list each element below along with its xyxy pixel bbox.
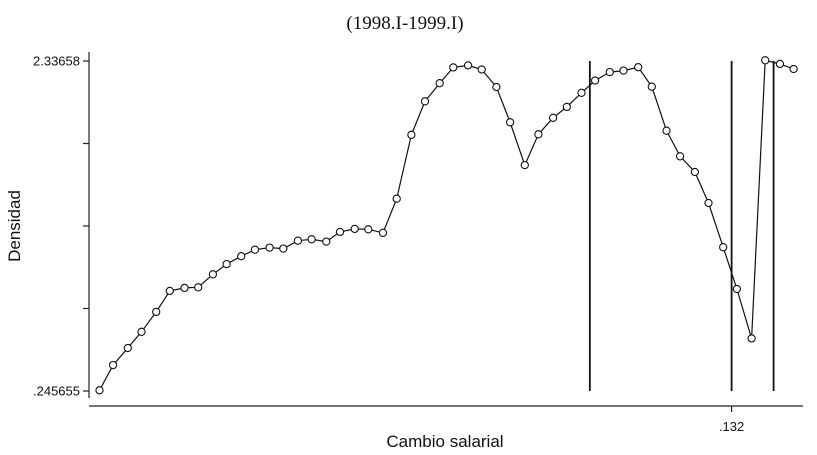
- data-point: [137, 327, 146, 336]
- data-point: [165, 286, 174, 296]
- data-point: [335, 227, 345, 237]
- y-tick-label: .245655: [33, 384, 80, 399]
- data-point: [420, 97, 430, 106]
- data-point: [747, 334, 756, 343]
- data-point: [95, 386, 104, 395]
- reference-lines: [588, 61, 775, 391]
- data-point: [194, 283, 203, 292]
- chart-title: (1998.I-1999.I): [346, 13, 463, 34]
- x-axis-label: Cambio salarial: [386, 432, 503, 451]
- data-point: [590, 76, 600, 85]
- data-point: [449, 63, 458, 72]
- data-point: [350, 224, 359, 234]
- data-point: [293, 236, 303, 245]
- data-point: [492, 82, 501, 92]
- data-point: [732, 284, 742, 294]
- plot-area: .245655 2.33658 .132: [33, 52, 803, 434]
- data-point: [435, 79, 444, 88]
- data-point: [279, 244, 288, 253]
- data-point: [208, 270, 218, 279]
- data-point: [690, 167, 700, 177]
- data-point: [534, 130, 543, 139]
- data-point: [789, 64, 798, 74]
- data-point: [577, 88, 586, 97]
- data-point: [662, 126, 671, 135]
- data-point: [307, 235, 316, 244]
- data-point: [704, 198, 713, 208]
- data-point: [152, 307, 161, 317]
- data-point: [222, 259, 231, 269]
- data-point: [108, 360, 118, 370]
- data-point: [775, 59, 785, 69]
- data-point: [548, 113, 558, 122]
- data-point: [520, 160, 529, 170]
- y-axis-ticks: .245655 2.33658: [33, 54, 89, 399]
- data-point: [761, 56, 770, 65]
- series-markers: [95, 56, 798, 395]
- x-tick-label: .132: [719, 419, 744, 434]
- data-point: [123, 343, 132, 353]
- data-point: [463, 61, 473, 70]
- data-point: [719, 243, 728, 252]
- data-point: [407, 130, 416, 139]
- data-point: [378, 228, 388, 237]
- data-point: [477, 65, 486, 74]
- data-point: [364, 225, 373, 234]
- y-axis-label: Densidad: [5, 190, 24, 262]
- data-point: [237, 252, 246, 261]
- data-point: [647, 82, 656, 91]
- data-point: [322, 237, 331, 246]
- data-point: [265, 243, 274, 252]
- series-line: [98, 59, 794, 391]
- y-tick-label: 2.33658: [33, 54, 80, 69]
- data-point: [634, 63, 643, 72]
- data-point: [562, 102, 571, 112]
- data-point: [675, 152, 685, 161]
- data-point: [605, 67, 614, 77]
- data-point: [392, 194, 401, 203]
- x-axis-ticks: .132: [719, 406, 744, 434]
- data-point: [505, 118, 515, 127]
- data-point: [619, 66, 628, 75]
- data-point: [250, 245, 260, 254]
- data-point: [180, 283, 189, 293]
